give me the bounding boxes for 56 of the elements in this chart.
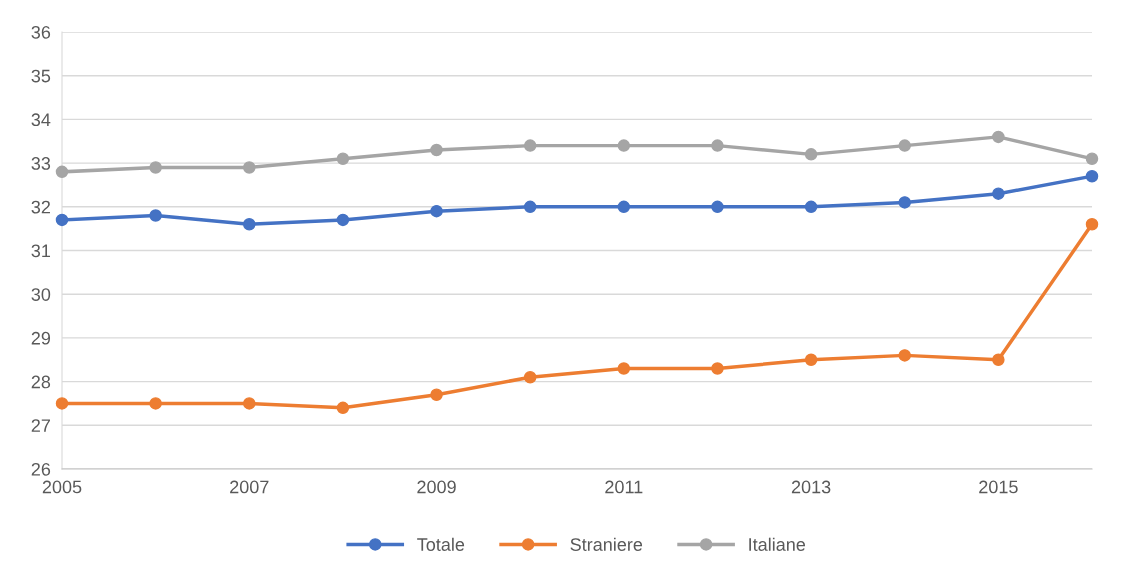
point (336, 152, 350, 165)
point (992, 353, 1005, 367)
legend-label: Totale (417, 537, 465, 551)
x-tick-label: 2007 (230, 480, 269, 494)
point (243, 161, 256, 174)
point (1085, 169, 1099, 183)
y-tick-label: 31 (31, 244, 51, 258)
point (336, 213, 350, 227)
point (149, 209, 162, 222)
y-tick-label: 36 (31, 25, 51, 39)
point (992, 130, 1005, 144)
point (149, 161, 162, 174)
point (55, 397, 69, 410)
point (55, 165, 69, 179)
point (523, 370, 537, 384)
point (617, 200, 631, 214)
y-tick-label: 30 (31, 288, 51, 301)
legend-label: Straniere (570, 537, 643, 551)
y-tick-label: 29 (31, 331, 51, 345)
point (898, 139, 911, 152)
y-tick-label: 28 (31, 375, 51, 389)
point (711, 362, 724, 375)
y-tick-label: 32 (31, 200, 50, 214)
y-tick-label: 27 (31, 419, 50, 432)
x-tick-label: 2013 (791, 480, 831, 494)
y-tick-label: 35 (31, 69, 51, 83)
y-tick-label: 26 (31, 462, 51, 476)
y-tick-label: 34 (31, 113, 51, 127)
point (711, 139, 724, 152)
point (430, 204, 443, 218)
point (1085, 152, 1099, 165)
point (149, 397, 162, 410)
point (55, 213, 69, 227)
point (523, 139, 537, 152)
point (243, 218, 256, 231)
point (804, 148, 818, 161)
x-tick-label: 2009 (417, 480, 456, 494)
point (430, 388, 443, 401)
x-tick-label: 2011 (605, 480, 643, 494)
x-tick-label: 2015 (979, 480, 1018, 494)
point (711, 200, 724, 214)
point (336, 401, 350, 415)
point (617, 139, 631, 152)
point (523, 200, 537, 214)
x-tick-label: 2005 (42, 480, 82, 494)
point (243, 397, 256, 410)
point (898, 196, 911, 209)
point (992, 187, 1005, 200)
point (1085, 218, 1099, 231)
point (804, 353, 818, 367)
point (430, 143, 443, 157)
point (898, 349, 911, 362)
legend-label: Italiane (749, 537, 806, 551)
point (617, 362, 631, 375)
point (804, 200, 818, 214)
y-tick-label: 33 (31, 157, 51, 170)
